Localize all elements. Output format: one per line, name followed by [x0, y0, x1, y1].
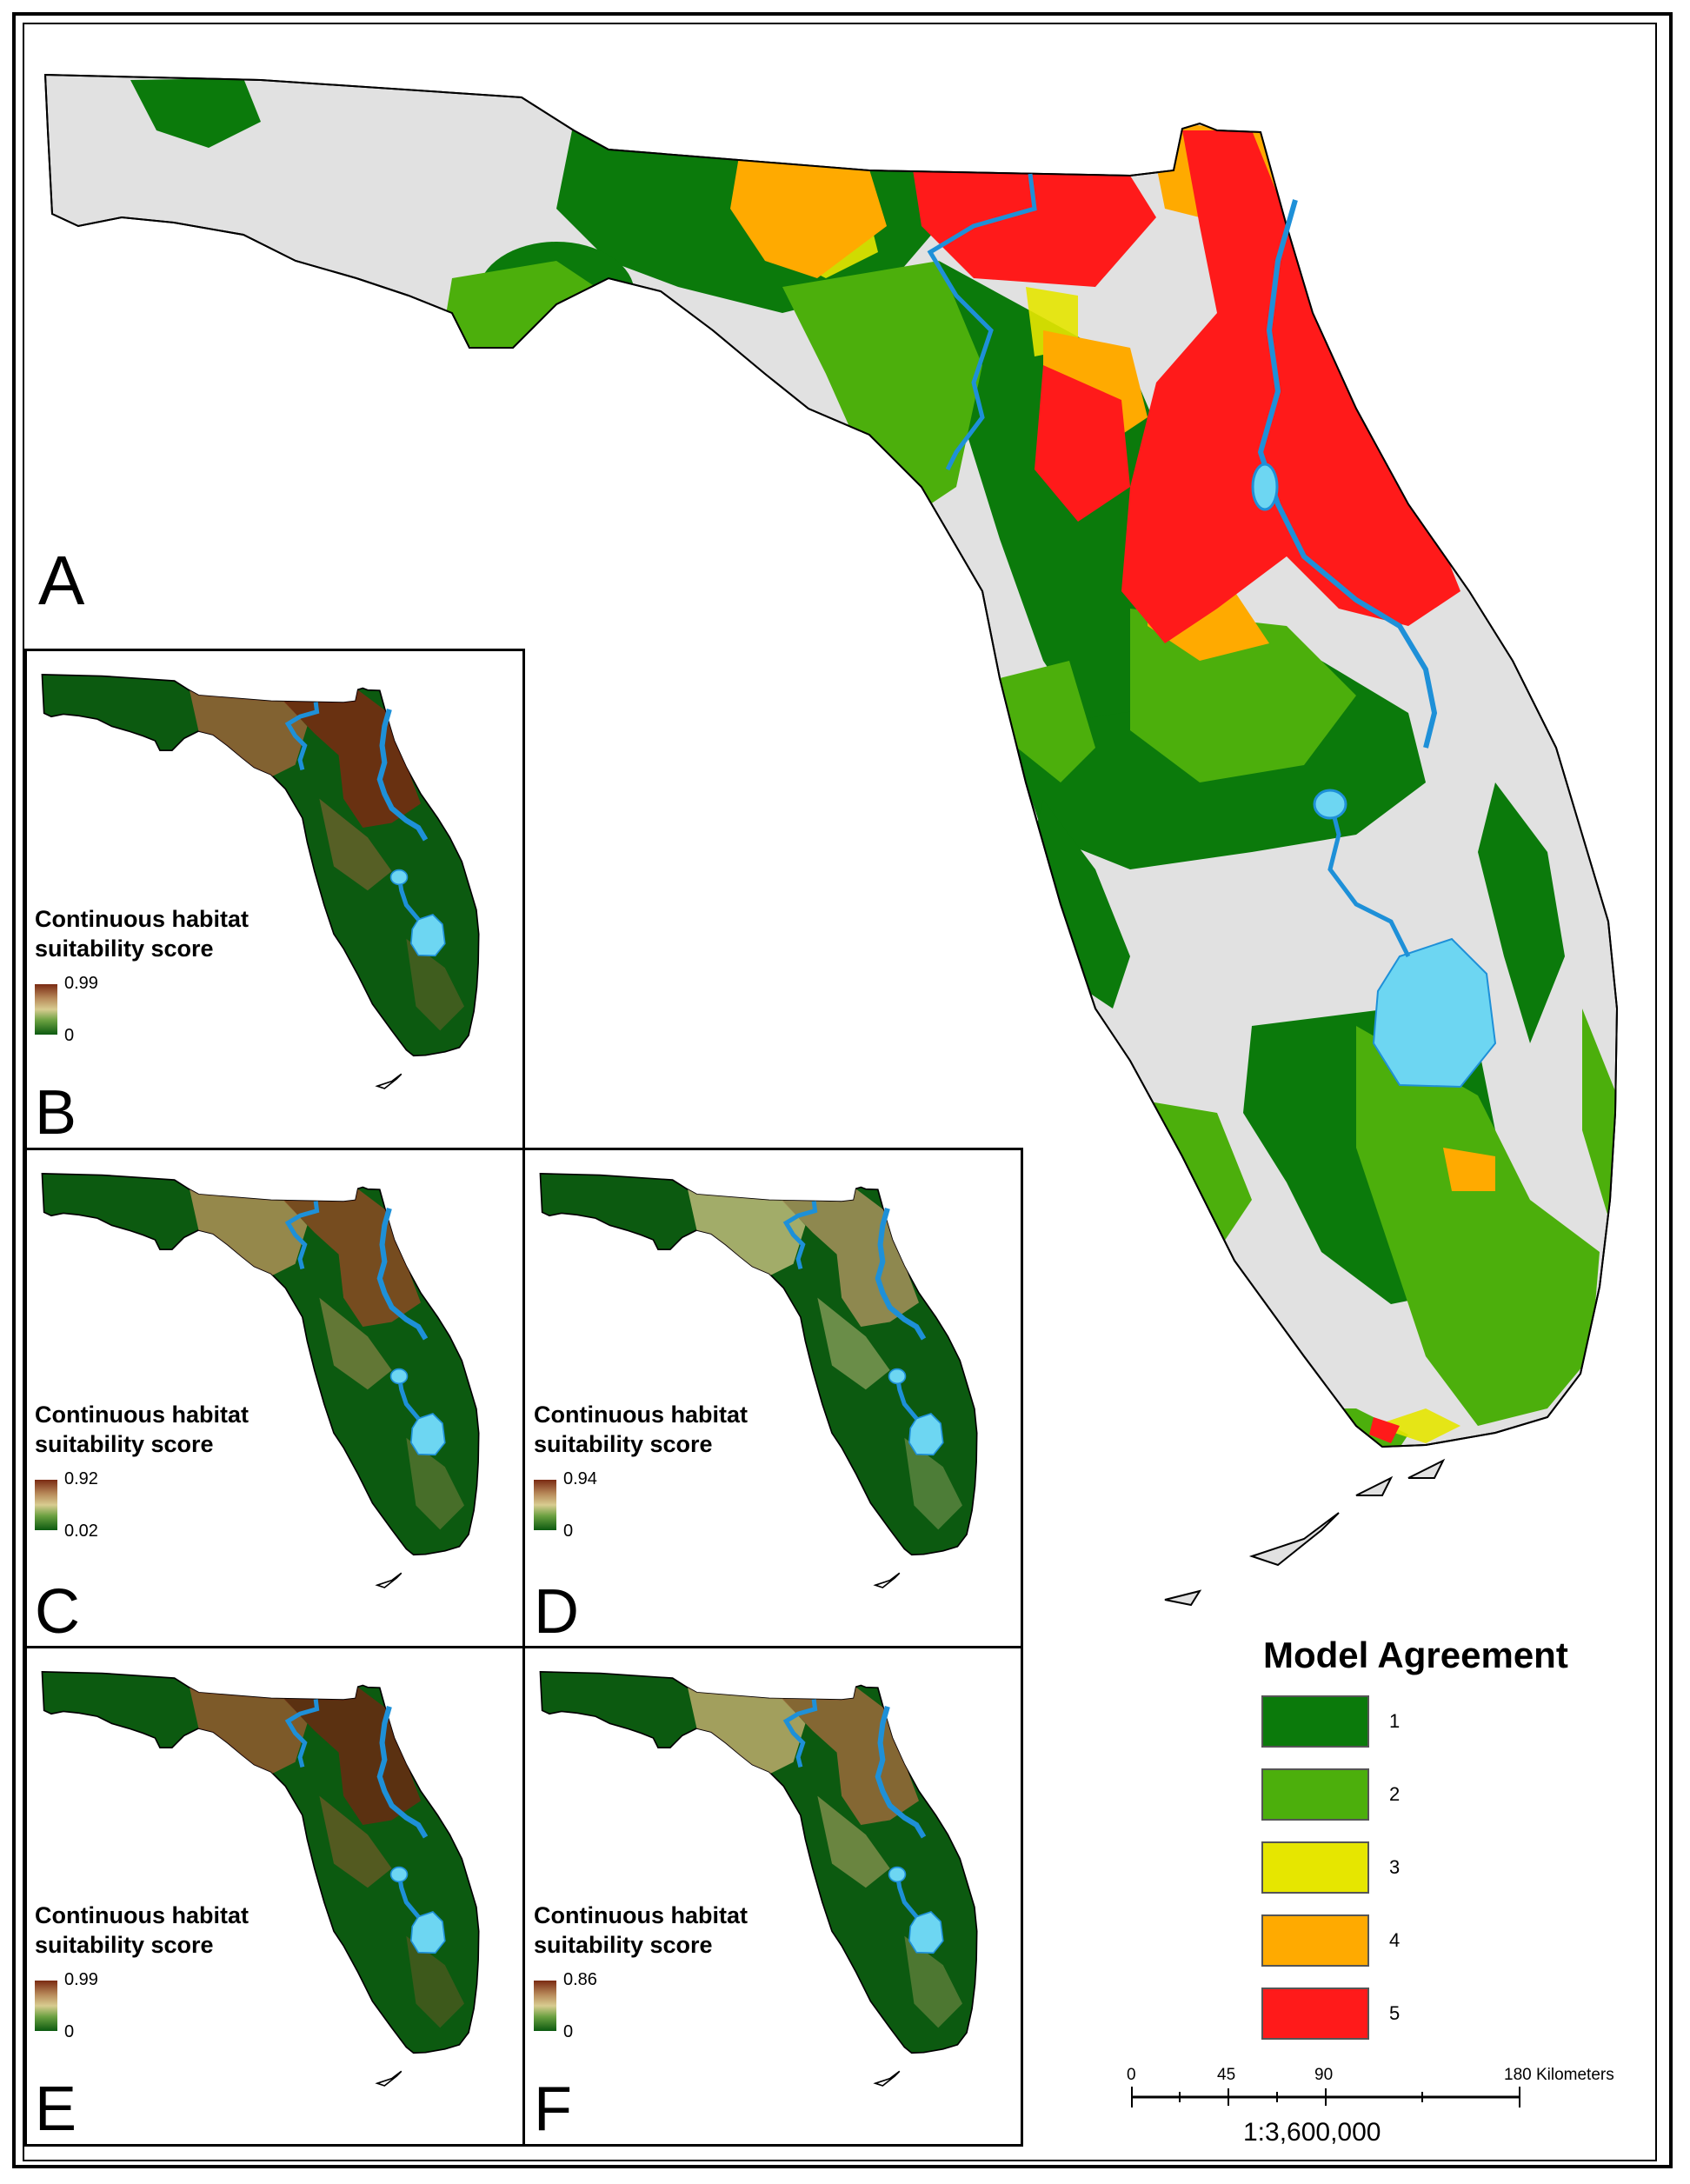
- scale-tick-180: 180 Kilometers: [1504, 2066, 1614, 2084]
- panel-f-suitability-map: [539, 1671, 978, 2087]
- panel-d-max: 0.94: [563, 1469, 597, 1488]
- panel-d-legend-title: Continuous habitat suitability score: [534, 1402, 748, 1457]
- st-johns-river: [1257, 199, 1438, 749]
- panel-f-letter: F: [534, 2074, 572, 2144]
- panel-f-min: 0: [563, 2022, 574, 2041]
- scale-tick-90: 90: [1314, 2066, 1333, 2084]
- legend-label-3: 3: [1389, 1856, 1401, 1878]
- legend-swatch-1: [1261, 1695, 1369, 1748]
- legend-swatch-2: [1261, 1768, 1369, 1821]
- legend-label-5: 5: [1389, 2002, 1401, 2024]
- figure-inner-frame: [23, 23, 1657, 2161]
- panel-e-legend-title: Continuous habitat suitability score: [35, 1902, 249, 1958]
- legend-swatch-5: [1261, 1988, 1369, 2040]
- panel-f-max: 0.86: [563, 1970, 597, 1989]
- panel-e-suitability-map: [41, 1671, 480, 2087]
- scale-ratio: 1:3,600,000: [1243, 2118, 1381, 2147]
- panel-e-max: 0.99: [64, 1970, 98, 1989]
- scale-bar: 0 45 90 180 Kilometers 1:3,600,000: [1127, 2066, 1614, 2147]
- panel-c-letter: C: [35, 1577, 80, 1647]
- scale-tick-45: 45: [1217, 2066, 1235, 2084]
- panel-c-legend-title: Continuous habitat suitability score: [35, 1402, 249, 1457]
- panel-e-letter: E: [35, 2074, 77, 2144]
- panel-b-min: 0: [64, 1026, 75, 1045]
- suwannee-river: [927, 173, 1037, 471]
- lake-kissimmee: [1313, 789, 1347, 820]
- panel-letter-a: A: [38, 542, 85, 619]
- panel-c-ramp: [35, 1480, 57, 1530]
- panel-d-letter: D: [534, 1577, 579, 1647]
- legend-swatch-3: [1261, 1841, 1369, 1894]
- panel-b-suitability-map: [41, 674, 480, 1089]
- figure-frame: [12, 12, 1673, 2168]
- panel-b-ramp: [35, 984, 57, 1035]
- legend-swatch-4: [1261, 1914, 1369, 1967]
- florida-keys: [1164, 1458, 1446, 1607]
- panel-d-suitability-map: [539, 1173, 978, 1588]
- panel-b-letter: B: [35, 1078, 77, 1148]
- panel-f-legend-title: Continuous habitat suitability score: [534, 1902, 748, 1958]
- panel-e-ramp: [35, 1981, 57, 2031]
- lake-okeechobee: [1372, 937, 1497, 1089]
- panel-d-ramp: [534, 1480, 556, 1530]
- panel-b-max: 0.99: [64, 974, 98, 993]
- legend-label-2: 2: [1389, 1783, 1401, 1805]
- scale-tick-0: 0: [1127, 2066, 1136, 2084]
- panel-e-min: 0: [64, 2022, 75, 2041]
- lake-george: [1251, 463, 1279, 511]
- panel-c-max: 0.92: [64, 1469, 98, 1488]
- panel-d-min: 0: [563, 1521, 574, 1541]
- legend-label-1: 1: [1389, 1710, 1401, 1732]
- legend-title: Model Agreement: [1263, 1635, 1568, 1675]
- panel-f-ramp: [534, 1981, 556, 2031]
- kissimmee-river: [1327, 799, 1411, 958]
- panel-c-suitability-map: [41, 1173, 480, 1588]
- panel-c-min: 0.02: [64, 1521, 98, 1541]
- panel-b-legend-title: Continuous habitat suitability score: [35, 906, 249, 962]
- legend-label-4: 4: [1389, 1929, 1401, 1951]
